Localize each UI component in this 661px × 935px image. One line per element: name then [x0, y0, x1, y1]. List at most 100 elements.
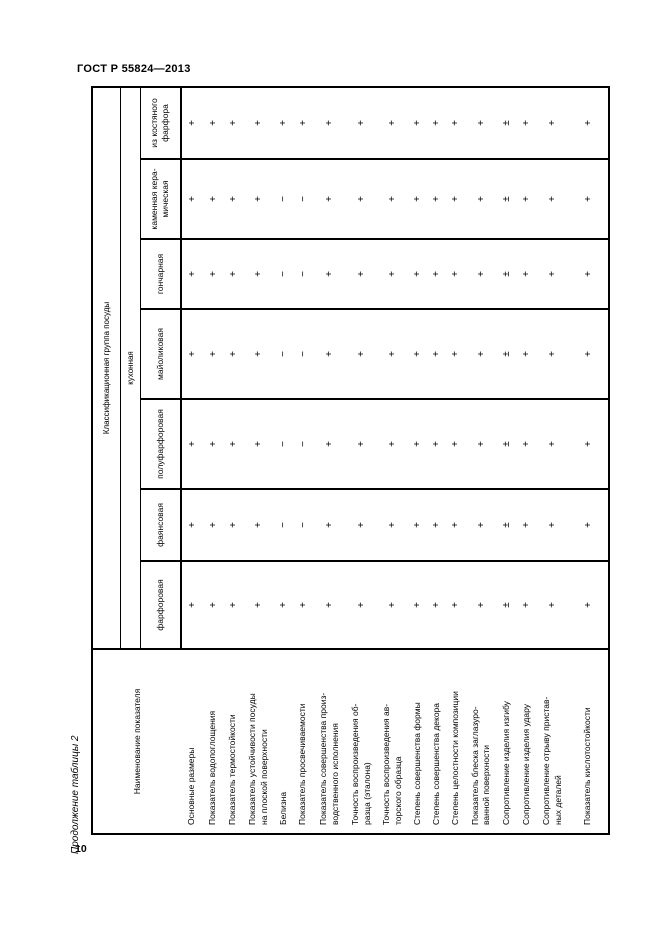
value-cell: +: [537, 489, 568, 561]
value-cell: +: [223, 309, 243, 399]
value-cell: −: [293, 489, 313, 561]
indicator-row: Сопротивление изделия изгибу ± ± ± ± ± ± ±: [497, 87, 516, 834]
indicator-label: Степень совершенства декора: [427, 649, 446, 834]
value-cell: +: [293, 561, 313, 649]
indicator-row: Показатель блеска заглазуро- ванной пове…: [465, 87, 497, 834]
indicator-row: Показатель термостойкости + + + + + + +: [223, 87, 243, 834]
value-cell: +: [408, 399, 427, 489]
value-cell: +: [568, 239, 609, 309]
value-cell: −: [274, 239, 293, 309]
value-cell: +: [446, 309, 465, 399]
value-cell: +: [516, 239, 537, 309]
value-cell: +: [465, 159, 497, 239]
indicator-row: Степень совершенства декора + + + + + + +: [427, 87, 446, 834]
value-cell: +: [203, 87, 223, 159]
value-cell: +: [446, 159, 465, 239]
value-cell: +: [243, 87, 274, 159]
indicator-label: Показатель совершенства произ- водственн…: [313, 649, 346, 834]
value-cell: +: [516, 489, 537, 561]
indicator-label: Показатель кислотостойкости: [568, 649, 609, 834]
value-cell: −: [293, 309, 313, 399]
value-cell: +: [465, 561, 497, 649]
value-cell: +: [408, 239, 427, 309]
value-cell: +: [181, 159, 203, 239]
value-cell: +: [223, 489, 243, 561]
value-cell: +: [313, 399, 346, 489]
indicator-row: Показатель совершенства произ- водственн…: [313, 87, 346, 834]
value-cell: +: [427, 159, 446, 239]
value-cell: +: [223, 239, 243, 309]
value-cell: +: [446, 239, 465, 309]
value-cell: +: [427, 489, 446, 561]
classification-table: Наименование показателя Классификационна…: [91, 86, 610, 835]
value-cell: +: [274, 87, 293, 159]
value-cell: ±: [497, 159, 516, 239]
value-cell: +: [465, 309, 497, 399]
value-cell: +: [313, 489, 346, 561]
indicator-row: Степень целостности композиции + + + + + + +: [446, 87, 465, 834]
indicator-label: Показатель термостойкости: [223, 649, 243, 834]
value-cell: +: [203, 309, 223, 399]
value-cell: +: [537, 399, 568, 489]
indicator-label: Точность воспроизведения ав- торского об…: [377, 649, 408, 834]
value-cell: +: [243, 309, 274, 399]
value-cell: +: [243, 159, 274, 239]
value-cell: +: [446, 489, 465, 561]
value-cell: ±: [497, 561, 516, 649]
landscape-table-container: Наименование показателя Классификационна…: [91, 86, 610, 835]
indicator-label: Сопротивление изделия удару: [516, 649, 537, 834]
value-cell: +: [408, 87, 427, 159]
value-cell: −: [293, 159, 313, 239]
indicator-label: Точность воспроизведения об- разца (этал…: [346, 649, 377, 834]
value-cell: +: [181, 561, 203, 649]
material-column-header: из костяного фарфора: [140, 87, 181, 159]
value-cell: +: [427, 309, 446, 399]
column-subgroup-title: кухонная: [120, 87, 140, 649]
indicator-row: Сопротивление отрыву пристав- ных детале…: [537, 87, 568, 834]
value-cell: +: [377, 399, 408, 489]
value-cell: +: [408, 309, 427, 399]
indicator-label: Степень совершенства формы: [408, 649, 427, 834]
value-cell: +: [223, 399, 243, 489]
value-cell: +: [408, 489, 427, 561]
value-cell: +: [568, 159, 609, 239]
value-cell: +: [346, 87, 377, 159]
value-cell: +: [408, 561, 427, 649]
material-column-header: фарфоровая: [140, 561, 181, 649]
value-cell: +: [313, 239, 346, 309]
value-cell: +: [427, 561, 446, 649]
value-cell: +: [223, 159, 243, 239]
table-caption: Продолжение таблицы 2: [70, 735, 81, 854]
indicator-label: Сопротивление изделия изгибу: [497, 649, 516, 834]
value-cell: +: [243, 239, 274, 309]
value-cell: −: [274, 159, 293, 239]
value-cell: +: [516, 87, 537, 159]
value-cell: +: [203, 489, 223, 561]
value-cell: +: [346, 399, 377, 489]
value-cell: ±: [497, 239, 516, 309]
material-column-header: каменная кера- мическая: [140, 159, 181, 239]
value-cell: −: [274, 309, 293, 399]
value-cell: +: [346, 239, 377, 309]
indicator-row: Показатель просвечиваемости + − − − − − +: [293, 87, 313, 834]
indicator-row: Показатель кислотостойкости + + + + + + +: [568, 87, 609, 834]
value-cell: −: [293, 239, 313, 309]
value-cell: +: [243, 489, 274, 561]
value-cell: +: [537, 159, 568, 239]
value-cell: +: [313, 561, 346, 649]
value-cell: ±: [497, 87, 516, 159]
value-cell: +: [377, 561, 408, 649]
value-cell: +: [516, 561, 537, 649]
value-cell: +: [203, 239, 223, 309]
value-cell: +: [446, 561, 465, 649]
indicator-label: Основные размеры: [181, 649, 203, 834]
table-body: Основные размеры + + + + + + + Показатель водопо…: [181, 87, 609, 834]
value-cell: ±: [497, 309, 516, 399]
material-column-header: фаянсовая: [140, 489, 181, 561]
value-cell: +: [377, 489, 408, 561]
value-cell: +: [377, 239, 408, 309]
value-cell: +: [223, 87, 243, 159]
value-cell: +: [203, 561, 223, 649]
value-cell: +: [537, 239, 568, 309]
